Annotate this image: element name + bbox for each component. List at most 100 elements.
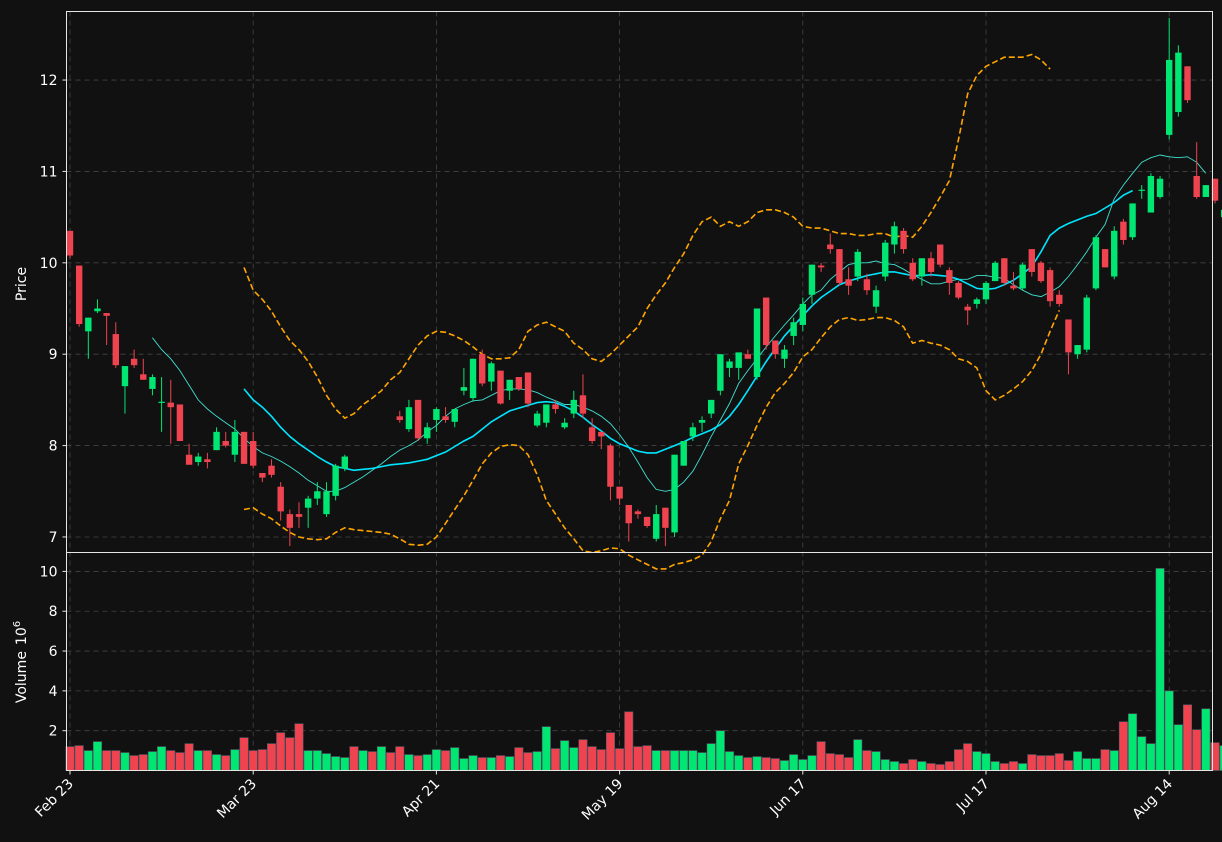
candle-body	[1211, 178, 1219, 201]
candle-body	[1010, 285, 1017, 289]
candle-body	[671, 454, 678, 533]
candle-body	[240, 431, 248, 464]
volume-bar	[83, 750, 93, 771]
volume-bar	[1054, 753, 1064, 771]
volume-bar	[147, 751, 157, 771]
volume-bar	[935, 764, 945, 771]
candle-body	[616, 486, 623, 499]
volume-axis-exponent-base: 10	[14, 627, 30, 645]
volume-bar	[825, 753, 835, 771]
volume-bar	[523, 752, 533, 771]
volume-bar	[257, 749, 267, 771]
volume-bar	[1091, 758, 1101, 771]
volume-bar	[633, 746, 643, 771]
volume-bar	[816, 741, 826, 771]
volume-bar	[514, 747, 524, 771]
volume-bar	[111, 750, 121, 771]
candle-body	[799, 303, 806, 325]
candle-body	[314, 491, 321, 499]
candle-body	[680, 441, 687, 466]
candle-body	[790, 322, 797, 336]
volume-bar	[1008, 761, 1018, 771]
candle-body	[1028, 249, 1035, 272]
volume-bar	[248, 750, 258, 771]
volume-bar	[807, 755, 817, 771]
candle-body	[543, 404, 550, 423]
volume-tick-label: 6	[49, 644, 58, 660]
bollinger-band-line	[243, 53, 1051, 420]
volume-axis-exponent-power: 6	[12, 621, 23, 627]
candle-body	[405, 407, 413, 430]
volume-bar	[550, 748, 560, 771]
volume-panel-frame	[66, 552, 1213, 771]
candle-body	[304, 498, 312, 508]
candle-body	[726, 361, 733, 368]
volume-bar	[358, 750, 368, 771]
volume-bar	[770, 758, 780, 771]
candle-body	[488, 363, 495, 382]
candle-body	[845, 279, 852, 286]
candle-body	[1147, 175, 1155, 213]
volume-bar	[166, 750, 176, 771]
volume-bar	[303, 750, 313, 771]
volume-axis-label: Volume 106	[12, 621, 30, 703]
candle-body	[1129, 203, 1136, 238]
volume-bar	[605, 732, 615, 771]
candle-body	[140, 374, 147, 380]
price-tick-label: 10	[40, 256, 58, 272]
volume-bar	[1164, 690, 1174, 771]
volume-bar	[340, 757, 350, 771]
volume-bars	[65, 568, 1222, 771]
candle-body	[827, 244, 834, 250]
price-tick-label: 12	[40, 73, 58, 89]
candle-body	[918, 258, 926, 277]
volume-bar	[450, 747, 460, 771]
candle-body	[552, 404, 559, 410]
candle-body	[1184, 66, 1191, 101]
volume-bar	[908, 759, 918, 771]
candle-body	[561, 422, 568, 428]
candle-body	[662, 507, 669, 528]
volume-bar	[734, 755, 744, 771]
bollinger-band-line	[243, 309, 1061, 570]
volume-bar	[1128, 713, 1138, 771]
volume-bar	[532, 751, 542, 771]
candle-body	[982, 282, 990, 300]
volume-bar	[697, 752, 707, 771]
volume-bar	[367, 751, 377, 771]
candle-body	[1046, 270, 1054, 302]
price-tick-label: 8	[49, 439, 58, 455]
volume-bar	[331, 756, 341, 771]
volume-bar	[578, 739, 588, 771]
volume-bar	[871, 751, 881, 771]
candle-body	[579, 395, 587, 414]
volume-bar	[679, 750, 689, 771]
volume-bar	[1155, 568, 1165, 771]
volume-bar	[376, 746, 386, 771]
volume-bar	[990, 761, 1000, 771]
volume-tick-label: 2	[49, 724, 58, 740]
volume-bar	[853, 739, 863, 771]
candle-body	[75, 265, 83, 325]
candle-body	[469, 358, 477, 399]
candle-body	[66, 230, 74, 256]
volume-bar	[193, 750, 203, 771]
volume-bar	[706, 743, 716, 771]
volume-bar	[129, 755, 139, 771]
volume-bar	[294, 723, 304, 771]
volume-bar	[74, 745, 84, 771]
candle-body	[295, 514, 303, 517]
candle-body	[442, 416, 449, 420]
price-tick-label: 11	[40, 164, 58, 180]
candle-body	[250, 441, 257, 466]
candle-body	[973, 299, 981, 304]
volume-bar	[496, 755, 506, 771]
candle-body	[808, 264, 816, 295]
volume-tick-label: 10	[40, 564, 58, 580]
candle-body	[195, 456, 202, 463]
volume-bar	[541, 726, 551, 771]
volume-bar	[239, 737, 249, 771]
volume-bar	[468, 755, 478, 771]
volume-bar	[963, 743, 973, 771]
